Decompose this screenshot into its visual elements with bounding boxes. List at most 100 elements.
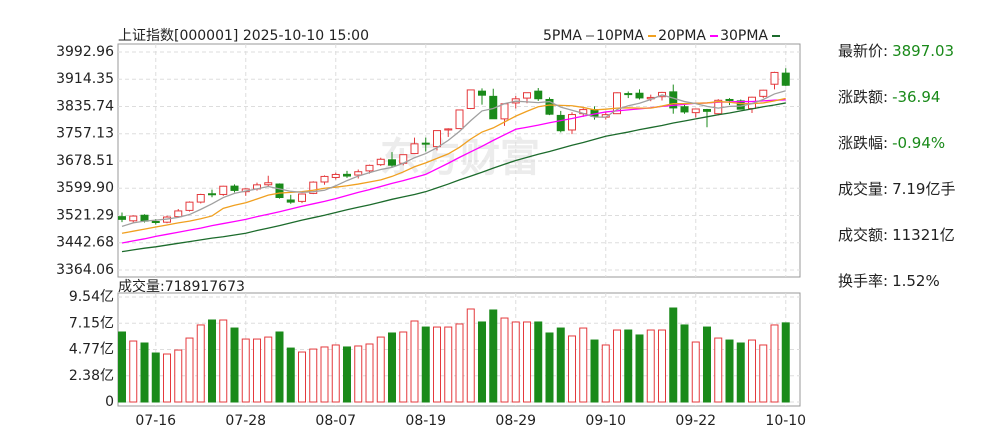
candle-body	[624, 93, 633, 96]
volume-bar	[455, 323, 464, 403]
volume-bar	[241, 338, 250, 403]
candle-body	[613, 92, 621, 115]
candle-body	[376, 158, 385, 166]
y-tick-label: 7.15亿	[69, 315, 114, 331]
x-tick-label: 09-22	[675, 413, 716, 429]
candle-body	[118, 216, 126, 220]
candle-body	[759, 89, 768, 97]
candle-body	[466, 89, 475, 109]
y-tick-label: 4.77亿	[69, 342, 114, 358]
volume-bar	[691, 341, 700, 403]
candle-body	[556, 114, 565, 132]
candle-body	[275, 183, 284, 199]
info-label: 最新价:	[838, 42, 889, 60]
volume-bar	[185, 337, 194, 403]
candle-body	[444, 128, 453, 131]
candle-body	[433, 130, 441, 148]
info-row: 涨跌额: -36.94	[838, 86, 988, 132]
x-tick-label: 08-07	[315, 413, 356, 429]
candle-body	[140, 214, 149, 222]
candle-body	[365, 164, 374, 172]
volume-bar	[331, 344, 340, 403]
y-tick-label: 3757.13	[56, 126, 114, 142]
candle-body	[151, 220, 160, 223]
volume-bar	[129, 340, 138, 403]
candle-body	[421, 142, 430, 145]
volume-bar	[669, 307, 678, 403]
volume-bar	[736, 342, 745, 403]
y-tick-label: 3521.29	[56, 207, 114, 223]
volume-bar	[568, 335, 576, 403]
volume-bar	[748, 339, 756, 403]
y-tick-label: 3364.06	[56, 262, 114, 278]
y-tick-label: 3914.35	[56, 71, 114, 87]
info-row: 成交量: 7.19亿手	[838, 178, 988, 224]
info-row: 换手率: 1.52%	[838, 270, 988, 316]
volume-bar	[275, 331, 284, 403]
volume-bar	[433, 326, 441, 403]
ma-line	[121, 102, 786, 253]
info-row: 成交额: 11321亿	[838, 224, 988, 270]
volume-title: 成交量:718917673	[118, 278, 245, 295]
ma-line	[121, 97, 786, 234]
legend-label: 20PMA	[658, 28, 706, 44]
volume-bar	[703, 326, 711, 403]
info-row: 涨跌幅: -0.94%	[838, 132, 988, 178]
candle-body	[174, 210, 183, 218]
x-tick-label: 07-16	[135, 413, 176, 429]
volume-bar	[534, 321, 543, 403]
candle-body	[331, 173, 340, 178]
volume-bar	[646, 329, 655, 403]
info-label: 换手率:	[838, 272, 889, 290]
volume-bar	[545, 332, 554, 403]
candle-body	[703, 109, 711, 112]
volume-bar	[230, 327, 239, 403]
volume-bar	[140, 342, 149, 403]
info-label: 涨跌幅:	[838, 134, 889, 152]
volume-bar	[725, 339, 734, 403]
candle-body	[208, 193, 216, 196]
volume-bar	[253, 338, 261, 403]
legend-label: 30PMA	[720, 28, 768, 44]
candle-body	[669, 91, 678, 109]
candle-body	[410, 143, 419, 155]
volume-bar	[118, 331, 126, 403]
x-tick-label: 09-10	[585, 413, 626, 429]
candle-body	[196, 194, 205, 203]
candle-body	[455, 109, 464, 130]
candle-body	[129, 215, 138, 222]
volume-bar	[219, 319, 228, 403]
volume-bar	[174, 349, 183, 403]
volume-bar	[714, 337, 723, 403]
y-tick-label: 0	[105, 394, 114, 410]
volume-bar	[320, 346, 329, 403]
volume-bar	[309, 348, 318, 403]
candle-body	[500, 103, 509, 120]
y-tick-label: 3835.74	[56, 98, 114, 114]
y-tick-label: 9.54亿	[69, 289, 114, 305]
candle-body	[725, 98, 734, 101]
volume-bar	[523, 321, 531, 403]
volume-bar	[343, 346, 351, 403]
volume-bar	[365, 343, 374, 403]
volume-bar	[478, 321, 486, 403]
volume-bar	[163, 353, 171, 403]
candle-body	[185, 201, 194, 211]
volume-bar	[500, 317, 509, 403]
volume-bar	[388, 332, 396, 403]
candle-body	[320, 175, 329, 183]
volume-bar	[399, 331, 408, 403]
y-tick-label: 3678.51	[56, 153, 114, 169]
info-label: 成交量:	[838, 180, 889, 198]
info-value: 11321亿	[892, 226, 955, 244]
y-tick-label: 3442.68	[56, 235, 114, 251]
y-tick-label: 3992.96	[56, 44, 114, 60]
x-tick-label: 08-19	[405, 413, 446, 429]
volume-bar	[601, 344, 610, 403]
volume-bar	[489, 309, 498, 403]
info-label: 涨跌额:	[838, 88, 889, 106]
volume-bar	[286, 347, 295, 403]
info-panel: 最新价: 3897.03 涨跌额: -36.94 涨跌幅: -0.94% 成交量: 7.19亿…	[838, 40, 988, 316]
legend-label: 5PMA	[543, 28, 582, 44]
candle-body	[354, 171, 363, 176]
